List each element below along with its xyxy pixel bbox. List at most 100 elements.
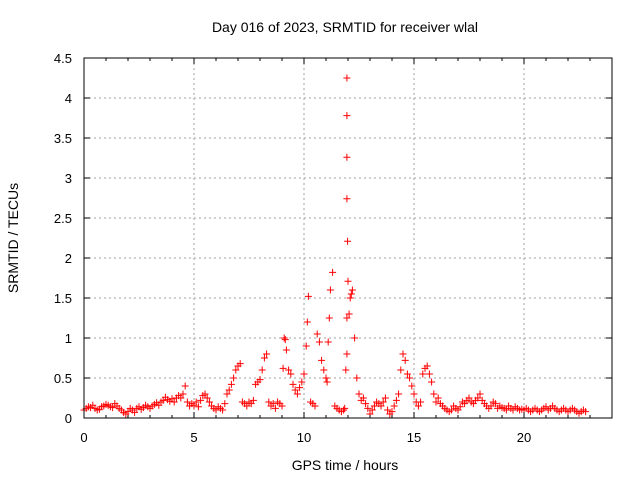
x-tick-label: 20 <box>517 430 531 445</box>
x-tick-label: 10 <box>297 430 311 445</box>
data-point <box>381 394 389 402</box>
data-point <box>392 396 400 404</box>
gridlines <box>84 58 612 418</box>
data-point <box>430 390 438 398</box>
x-axis-label: GPS time / hours <box>292 457 399 473</box>
data-point <box>256 376 264 384</box>
data-point <box>194 403 202 411</box>
data-point <box>582 408 590 416</box>
data-point <box>249 396 257 404</box>
y-tick-label: 1 <box>65 331 72 346</box>
data-point <box>362 400 370 408</box>
data-point <box>432 398 440 406</box>
data-point <box>340 406 348 414</box>
y-tick-label: 0.5 <box>54 371 72 386</box>
data-point <box>408 382 416 390</box>
data-point <box>487 402 495 410</box>
y-tick-labels: 0 0.5 1 1.5 2 2.5 3 3.5 4 4.5 <box>54 51 72 426</box>
data-point <box>280 334 288 342</box>
data-point <box>323 378 331 386</box>
data-point <box>377 402 385 410</box>
data-point <box>465 394 473 402</box>
data-point <box>343 153 351 161</box>
data-point <box>203 394 211 402</box>
data-point <box>428 378 436 386</box>
data-point <box>285 366 293 374</box>
data-point <box>170 398 178 406</box>
data-point <box>341 404 349 412</box>
x-tick-label: 0 <box>80 430 87 445</box>
x-tick-labels: 0 5 10 15 20 <box>80 430 531 445</box>
data-point <box>318 356 326 364</box>
chart-title: Day 016 of 2023, SRMTID for receiver wla… <box>212 19 478 35</box>
data-point <box>491 400 499 408</box>
data-point <box>322 374 330 382</box>
data-point <box>355 390 363 398</box>
data-point <box>348 286 356 294</box>
y-tick-label: 4.5 <box>54 51 72 66</box>
data-point <box>456 403 464 411</box>
data-point <box>344 237 352 245</box>
data-point <box>109 404 117 412</box>
data-point <box>502 406 510 414</box>
data-point <box>296 384 304 392</box>
data-point <box>265 398 273 406</box>
data-point <box>403 370 411 378</box>
data-point <box>223 390 231 398</box>
data-point <box>302 342 310 350</box>
data-point <box>260 354 268 362</box>
data-point <box>181 382 189 390</box>
data-point <box>434 394 442 402</box>
data-point <box>271 404 279 412</box>
data-point <box>343 112 351 120</box>
data-point <box>423 362 431 370</box>
data-point <box>279 364 287 372</box>
data-point <box>304 292 312 300</box>
data-point <box>347 290 355 298</box>
data-point <box>183 398 191 406</box>
data-point <box>311 402 319 410</box>
data-point <box>395 390 403 398</box>
y-tick-label: 4 <box>65 91 72 106</box>
data-point <box>343 74 351 82</box>
data-point <box>447 406 455 414</box>
y-tick-label: 3.5 <box>54 131 72 146</box>
data-point <box>329 268 337 276</box>
data-point <box>230 374 238 382</box>
y-tick-label: 3 <box>65 171 72 186</box>
x-tick-label: 15 <box>407 430 421 445</box>
data-point <box>131 408 139 416</box>
data-point <box>359 394 367 402</box>
data-point <box>298 378 306 386</box>
data-point <box>289 380 297 388</box>
data-point <box>221 400 229 408</box>
data-point <box>205 398 213 406</box>
data-point <box>258 366 266 374</box>
data-point <box>388 408 396 416</box>
axis-ticks <box>83 57 613 419</box>
data-point <box>384 406 392 414</box>
data-point <box>219 406 227 414</box>
data-point <box>353 374 361 382</box>
data-point <box>197 396 205 404</box>
data-point <box>399 350 407 358</box>
data-point <box>326 286 334 294</box>
data-point <box>320 366 328 374</box>
data-point <box>281 336 289 344</box>
data-point <box>346 294 354 302</box>
data-point <box>343 350 351 358</box>
data-point <box>414 402 422 410</box>
data-point <box>278 402 286 410</box>
data-point <box>192 398 200 406</box>
data-point <box>177 394 185 402</box>
data-point <box>344 277 352 285</box>
data-point <box>269 400 277 408</box>
data-point <box>401 356 409 364</box>
data-point <box>243 402 251 410</box>
data-point <box>425 370 433 378</box>
y-axis-label: SRMTID / TECUs <box>5 183 21 293</box>
data-point <box>293 390 301 398</box>
data-point <box>263 350 271 358</box>
data-point <box>476 390 484 398</box>
